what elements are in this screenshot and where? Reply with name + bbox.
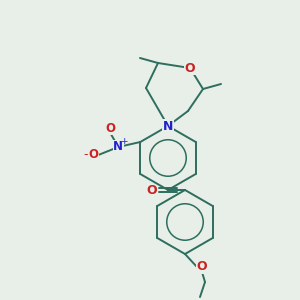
Text: +: + xyxy=(121,136,128,146)
Text: O: O xyxy=(185,61,195,74)
Text: O: O xyxy=(88,148,98,161)
Text: O: O xyxy=(146,184,157,196)
Text: O: O xyxy=(105,122,115,134)
Text: -: - xyxy=(83,148,88,161)
Text: N: N xyxy=(163,119,173,133)
Text: N: N xyxy=(113,140,123,154)
Text: O: O xyxy=(197,260,207,274)
